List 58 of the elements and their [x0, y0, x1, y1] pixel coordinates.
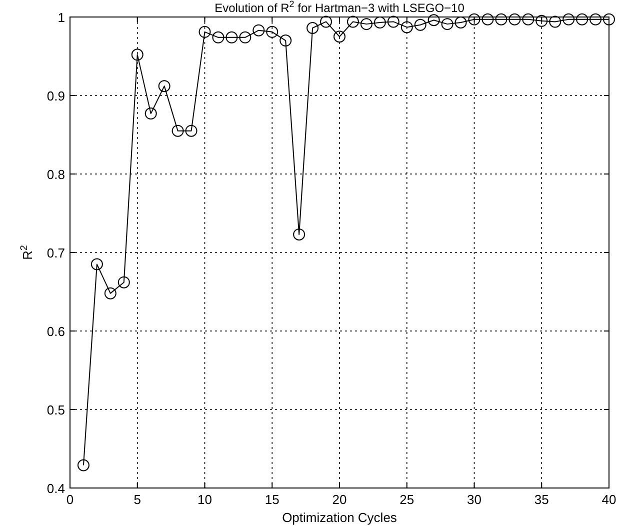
point	[320, 16, 332, 28]
point	[360, 18, 372, 30]
x-tick-label: 35	[534, 492, 549, 507]
chart-title: Evolution of R$^{2}$ for Hartman−3 with LSEGO−10	[214, 0, 465, 15]
point	[590, 13, 602, 26]
y-tick-label: 0.5	[46, 402, 65, 418]
point	[346, 16, 359, 28]
x-tick-label: 0	[66, 492, 74, 507]
point	[334, 30, 346, 43]
point	[549, 16, 562, 28]
y-tick-label: 0.6	[46, 324, 65, 339]
point	[118, 276, 130, 288]
point	[562, 13, 575, 26]
point	[131, 48, 144, 61]
point	[212, 31, 224, 44]
point	[576, 13, 588, 26]
point	[306, 22, 319, 34]
point	[482, 13, 494, 26]
point	[252, 24, 265, 36]
point	[454, 16, 467, 28]
point	[414, 18, 426, 31]
point	[387, 16, 400, 28]
point	[522, 13, 534, 26]
point	[172, 124, 184, 137]
point	[158, 80, 170, 92]
x-tick-label: 25	[400, 492, 414, 507]
point	[428, 14, 440, 26]
point	[198, 26, 211, 38]
x-tick-label: 10	[198, 492, 212, 507]
point	[508, 13, 521, 26]
y-tick-label: 0.9	[46, 88, 65, 104]
point	[226, 31, 238, 44]
x-tick-label: 15	[264, 492, 280, 507]
y-tick-label: 1	[58, 10, 65, 25]
point	[185, 124, 198, 137]
x-tick-label: 20	[332, 492, 347, 507]
point	[374, 16, 386, 28]
point	[144, 108, 157, 120]
y-tick-label: 0.4	[46, 481, 65, 496]
x-tick-label: 40	[602, 492, 616, 507]
y-tick-label: 0.7	[46, 246, 65, 260]
point	[77, 459, 90, 472]
x-tick-label: 30	[467, 492, 482, 507]
point	[266, 26, 278, 38]
point	[293, 228, 306, 240]
point	[90, 258, 103, 270]
point	[239, 31, 252, 44]
point	[280, 34, 292, 47]
x-axis-title: Optimization Cycles	[282, 510, 398, 525]
point	[536, 14, 548, 27]
point	[603, 13, 615, 26]
point	[104, 287, 116, 300]
y-tick-label: 0.8	[46, 167, 65, 182]
point	[441, 18, 454, 30]
point	[495, 13, 508, 26]
x-tick-label: 5	[134, 492, 141, 507]
point	[400, 21, 413, 34]
point	[468, 13, 480, 26]
